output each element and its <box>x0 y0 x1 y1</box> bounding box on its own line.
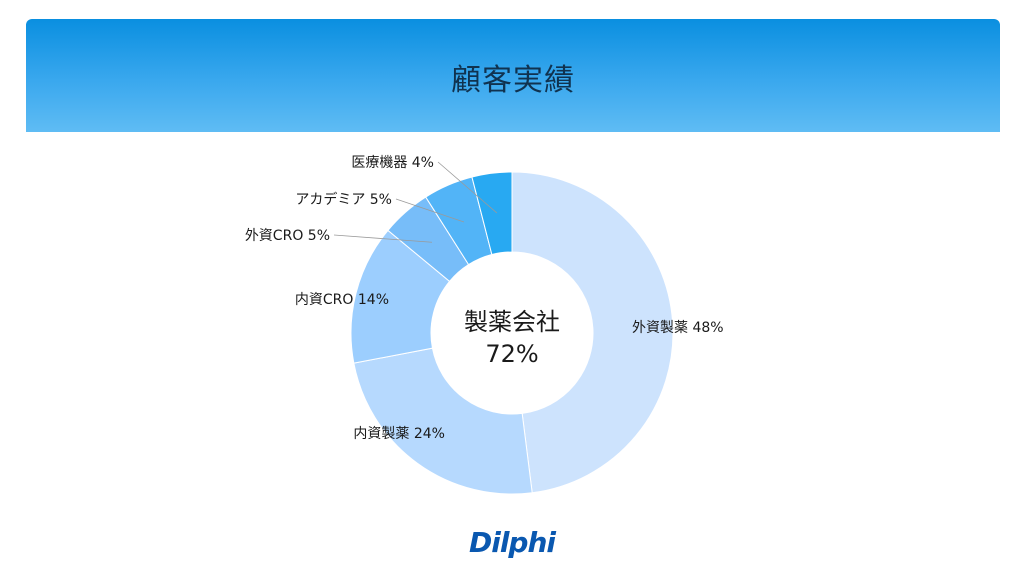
slice-label: 外資製薬 48% <box>632 320 724 336</box>
slice-label: 内資CRO 14% <box>295 292 389 308</box>
donut-slice <box>511 171 674 494</box>
slice-label: 外資CRO 5% <box>245 228 330 244</box>
slice-label: 医療機器 4% <box>351 154 434 171</box>
leader-line <box>395 198 465 223</box>
title-banner: 顧客実績 <box>26 19 1000 132</box>
slice-label: アカデミア 5% <box>295 191 392 208</box>
page-title: 顧客実績 <box>451 63 575 98</box>
leader-line <box>333 234 433 243</box>
slice-label: 内資製薬 24% <box>353 426 445 442</box>
center-value: 72% <box>485 340 538 368</box>
center-label: 製薬会社 <box>464 308 560 336</box>
leader-line <box>437 161 498 214</box>
donut-slice <box>471 171 513 256</box>
dilphi-logo: Dilphi <box>468 526 556 559</box>
slices-group <box>350 171 674 495</box>
leader-lines-group <box>333 161 498 243</box>
labels-group: 外資製薬 48% 内資製薬 24% 内資CRO 14% 外資CRO 5% アカデミア 5… <box>245 154 724 442</box>
donut-slice <box>353 347 533 495</box>
